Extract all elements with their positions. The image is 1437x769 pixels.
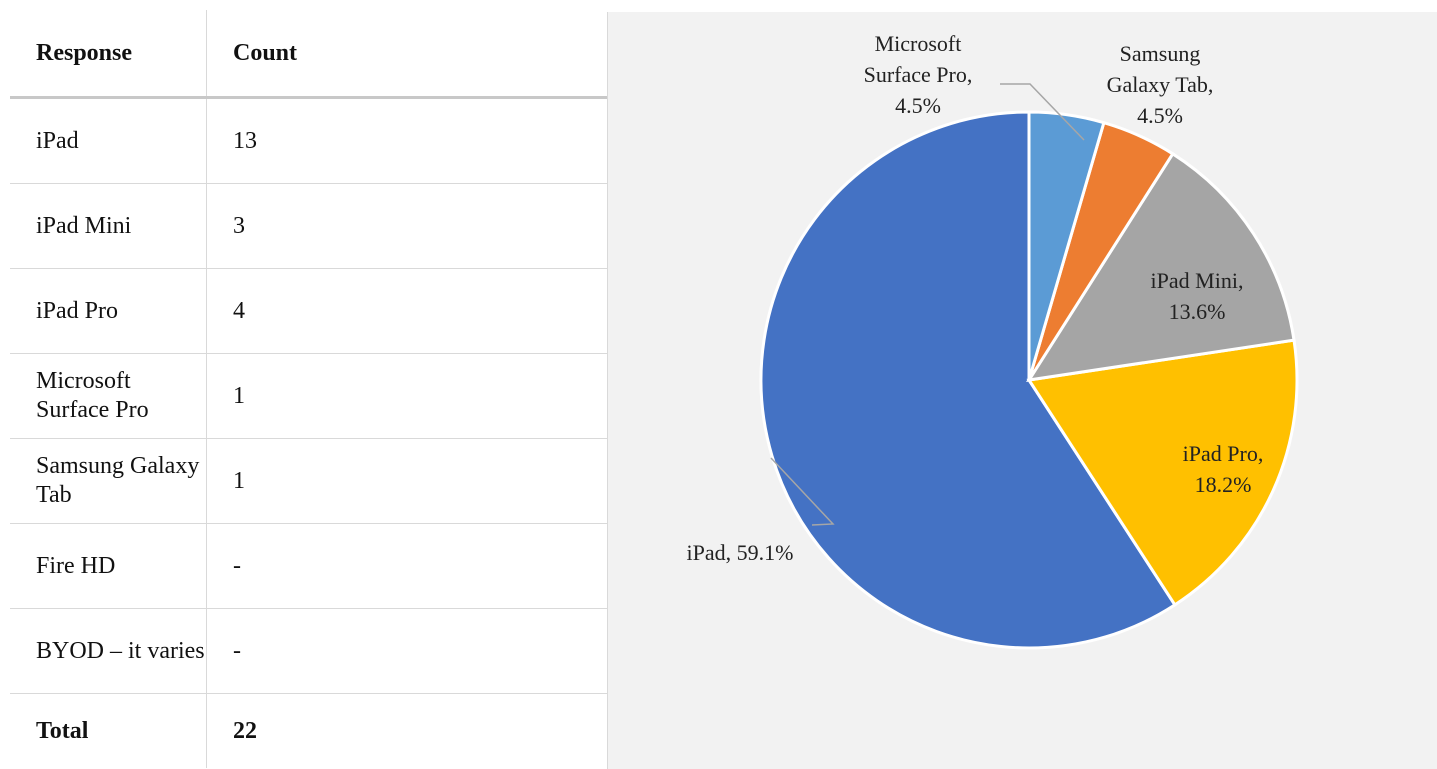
table-cell: Total: [10, 693, 207, 768]
leader-line: [1000, 83, 1085, 141]
table-cell: iPad: [10, 97, 207, 184]
table-row: Microsoft Surface Pro 1: [10, 353, 607, 439]
leader-line: [770, 457, 835, 526]
pie-slice: [1027, 110, 1106, 381]
table-cell: 13: [206, 97, 607, 184]
pie-slice: [759, 110, 1177, 650]
slice-label: Microsoft Surface Pro, 4.5%: [863, 31, 973, 118]
slice-label: Samsung Galaxy Tab, 4.5%: [1106, 41, 1214, 128]
table-row: Fire HD -: [10, 523, 607, 609]
data-table: Response Count iPad 13 iPad Mini 3 iPad Pro 4 Mi…: [10, 10, 607, 768]
slice-label: iPad, 59.1%: [686, 540, 794, 565]
table-cell: iPad Mini: [10, 183, 207, 269]
table-row: iPad Mini 3: [10, 183, 607, 269]
table-cell: 4: [206, 268, 607, 354]
pie-slice: [1025, 151, 1296, 382]
table-cell: -: [206, 608, 607, 694]
table-cell: BYOD – it varies: [10, 608, 207, 694]
table-cell: 3: [206, 183, 607, 269]
pie-slice: [1026, 338, 1299, 607]
table-row: iPad Pro 4: [10, 268, 607, 354]
table-row: Total 22: [10, 693, 607, 768]
table-cell: iPad Pro: [10, 268, 207, 354]
slice-label: iPad Mini, 13.6%: [1150, 268, 1244, 324]
table-cell: 1: [206, 438, 607, 524]
table-cell: 1: [206, 353, 607, 439]
table-row: BYOD – it varies -: [10, 608, 607, 694]
table-row: Samsung Galaxy Tab 1: [10, 438, 607, 524]
table-cell: Response: [10, 10, 207, 99]
table-cell: Samsung Galaxy Tab: [10, 438, 207, 524]
table-cell: Count: [206, 10, 607, 99]
table-cell: 22: [233, 717, 257, 744]
slice-label: iPad Pro, 18.2%: [1182, 441, 1264, 497]
table-cell: -: [206, 523, 607, 609]
table-cell: Fire HD: [10, 523, 207, 609]
table-row: Response Count: [10, 10, 607, 99]
table-cell: Microsoft Surface Pro: [10, 353, 207, 439]
table-row: iPad 13: [10, 97, 607, 184]
